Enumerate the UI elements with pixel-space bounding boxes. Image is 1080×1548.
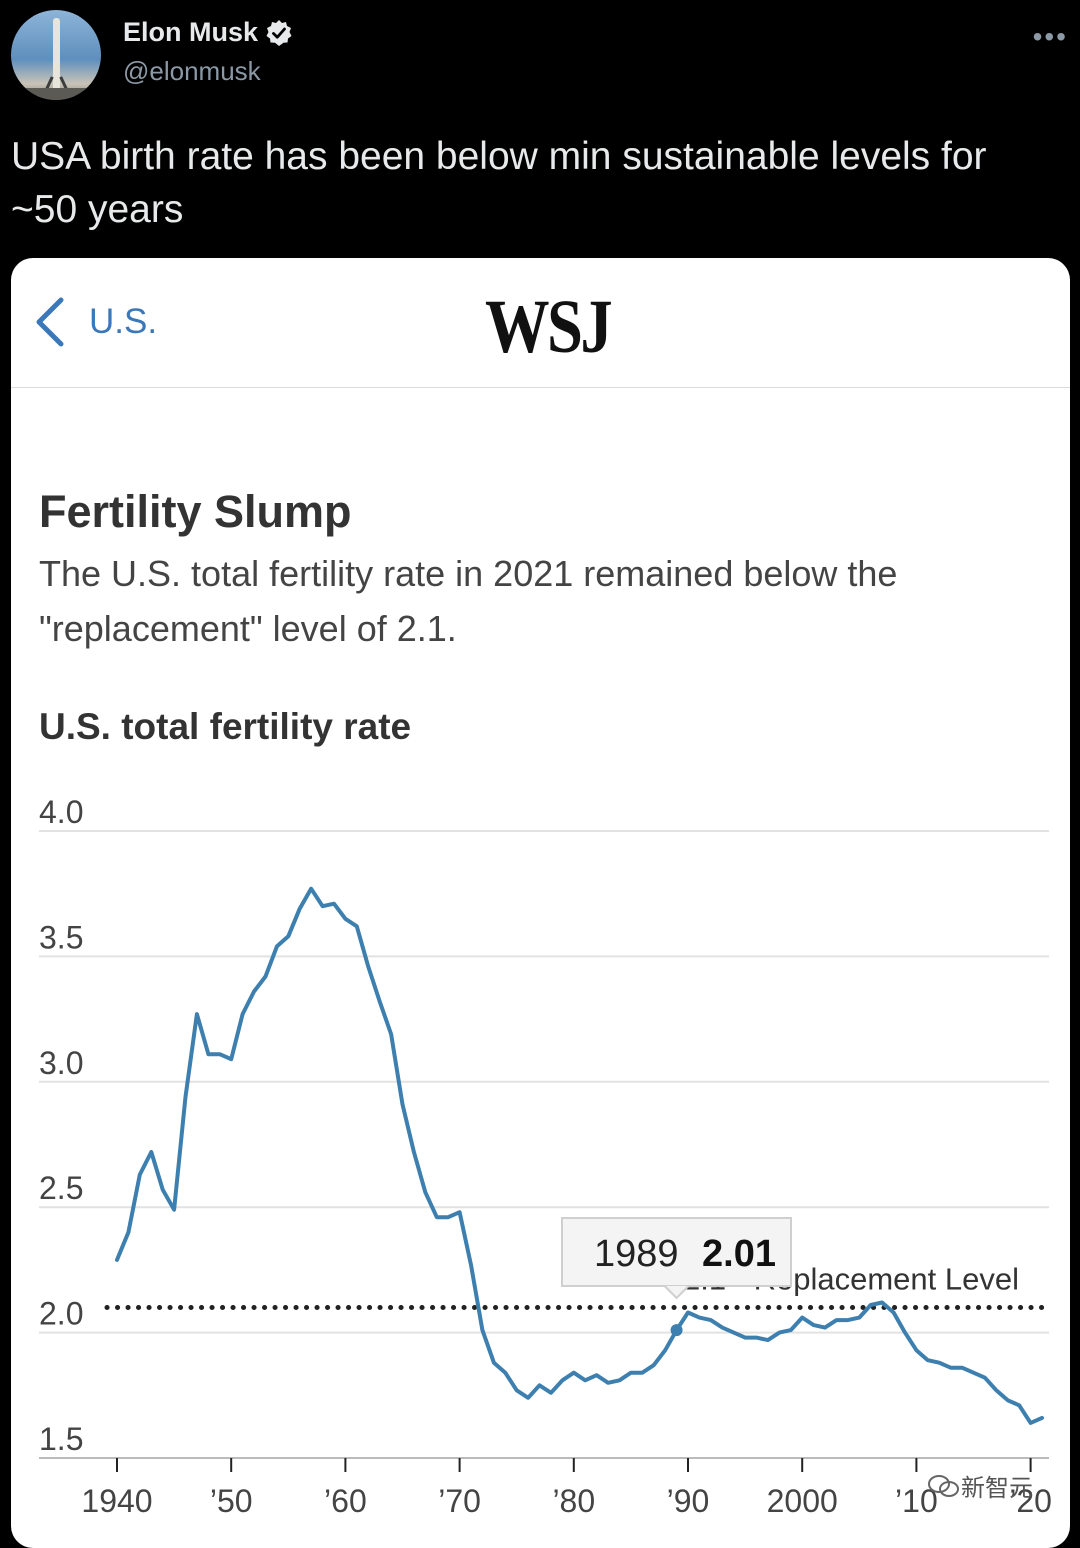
watermark: 新智元 — [927, 1468, 1033, 1503]
x-tick-label: 2000 — [767, 1483, 838, 1519]
watermark-text: 新智元 — [961, 1475, 1033, 1502]
author-handle[interactable]: @elonmusk — [123, 56, 261, 86]
rocket-image — [53, 18, 60, 88]
y-tick-label: 4.0 — [39, 794, 83, 830]
more-options-icon[interactable]: ••• — [1032, 21, 1068, 52]
x-tick-label: ’80 — [552, 1483, 595, 1519]
back-button[interactable]: U.S. — [33, 296, 157, 348]
back-button-label: U.S. — [89, 302, 158, 341]
wsj-logo: WSJ — [485, 285, 613, 369]
avatar[interactable] — [11, 10, 101, 100]
tooltip-box — [561, 1217, 792, 1287]
y-tick-label: 3.0 — [39, 1045, 83, 1081]
chevron-left-icon — [36, 297, 64, 347]
verified-badge-icon — [265, 19, 293, 47]
tooltip-value: 2.01 — [702, 1233, 776, 1275]
y-tick-label: 1.5 — [39, 1421, 83, 1457]
x-tick-label: ’50 — [210, 1483, 253, 1519]
tooltip-year: 1989 — [594, 1233, 679, 1275]
author-name-row[interactable]: Elon Musk — [123, 17, 293, 48]
tooltip-pointer — [663, 1285, 690, 1300]
tooltip-point — [670, 1324, 683, 1337]
chart-title: Fertility Slump — [39, 486, 352, 537]
x-tick-label: ’90 — [667, 1483, 710, 1519]
author-name[interactable]: Elon Musk — [123, 17, 259, 47]
y-axis-title: U.S. total fertility rate — [39, 706, 412, 747]
avatar-ground — [11, 88, 101, 100]
tweet-text: USA birth rate has been below min sustai… — [11, 135, 987, 231]
wechat-icon — [928, 1474, 959, 1497]
media-card[interactable]: U.S. WSJ Fertility Slump The U.S. total … — [11, 258, 1070, 1548]
y-tick-label: 2.0 — [39, 1296, 83, 1332]
chart-subtitle: The U.S. total fertility rate in 2021 re… — [39, 553, 898, 649]
x-tick-label: ’70 — [438, 1483, 481, 1519]
series-line — [115, 886, 1044, 1425]
fertility-line-chart: 4.0 3.5 3.0 2.5 2.0 1.5 1940 ’50 ’60 ’70 ’80 ’90 200… — [39, 794, 1052, 1519]
y-tick-label: 2.5 — [39, 1170, 83, 1206]
card-header: U.S. WSJ — [11, 258, 1070, 388]
x-tick-label: ’20 — [1009, 1483, 1052, 1519]
y-tick-label: 3.5 — [39, 919, 83, 955]
x-tick-label: ’60 — [324, 1483, 367, 1519]
x-tick-label: 1940 — [81, 1483, 152, 1519]
